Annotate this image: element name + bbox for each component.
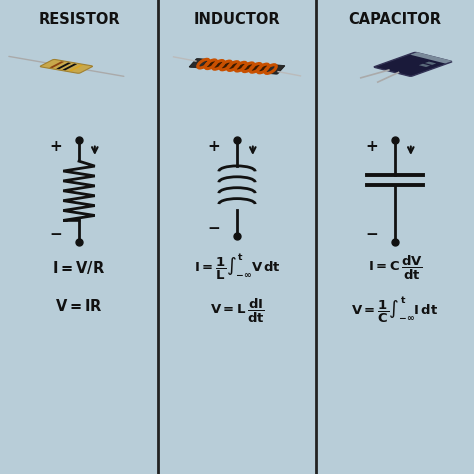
- Text: −: −: [207, 221, 219, 236]
- Text: $\mathbf{I = V/R}$: $\mathbf{I = V/R}$: [53, 259, 106, 276]
- Text: $\mathbf{I = C\, \dfrac{dV}{dt}}$: $\mathbf{I = C\, \dfrac{dV}{dt}}$: [368, 254, 422, 282]
- Text: $\mathbf{I = \dfrac{1}{L}\int_{-\infty}^{t} V\, dt}$: $\mathbf{I = \dfrac{1}{L}\int_{-\infty}^…: [193, 253, 281, 283]
- FancyBboxPatch shape: [374, 53, 452, 76]
- Text: INDUCTOR: INDUCTOR: [194, 12, 280, 27]
- Bar: [56, 63, 71, 69]
- Bar: [425, 62, 436, 65]
- Bar: [419, 64, 430, 67]
- Text: RESISTOR: RESISTOR: [38, 12, 120, 27]
- Text: $\mathbf{V = L\, \dfrac{dI}{dt}}$: $\mathbf{V = L\, \dfrac{dI}{dt}}$: [210, 296, 264, 325]
- Text: +: +: [365, 139, 378, 155]
- Text: CAPACITOR: CAPACITOR: [348, 12, 441, 27]
- Text: +: +: [49, 139, 62, 155]
- Text: −: −: [365, 227, 378, 242]
- FancyBboxPatch shape: [197, 60, 277, 73]
- Bar: [69, 65, 83, 71]
- Text: +: +: [207, 139, 219, 155]
- FancyBboxPatch shape: [189, 59, 209, 68]
- Text: $\mathbf{V = IR}$: $\mathbf{V = IR}$: [55, 298, 103, 314]
- Text: −: −: [49, 227, 62, 242]
- FancyBboxPatch shape: [410, 52, 452, 64]
- Text: $\mathbf{V = \dfrac{1}{C}\int_{-\infty}^{t} I\, dt}$: $\mathbf{V = \dfrac{1}{C}\int_{-\infty}^…: [351, 296, 439, 325]
- FancyBboxPatch shape: [40, 59, 92, 73]
- Bar: [49, 61, 64, 68]
- FancyBboxPatch shape: [265, 64, 285, 74]
- Bar: [63, 64, 77, 70]
